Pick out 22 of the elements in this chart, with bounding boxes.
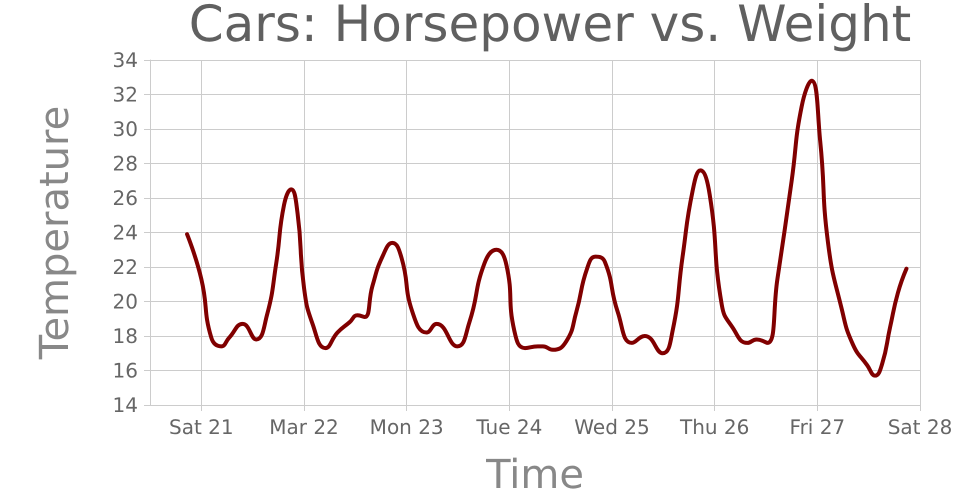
y-tick-label: 20 <box>112 290 138 314</box>
y-tick-label: 32 <box>112 82 138 106</box>
x-tick-label: Mon 23 <box>370 415 444 439</box>
y-tick-label: 14 <box>112 393 138 417</box>
x-tick-label: Tue 24 <box>475 415 542 439</box>
y-tick-label: 30 <box>112 117 138 141</box>
x-tick-label: Fri 27 <box>790 415 846 439</box>
x-axis-title: Time <box>485 452 584 498</box>
x-tick-label: Thu 26 <box>678 415 750 439</box>
y-tick-label: 28 <box>112 152 138 176</box>
x-tick-label: Wed 25 <box>574 415 650 439</box>
x-tick-label: Sat 21 <box>169 415 234 439</box>
x-tick-label: Mar 22 <box>269 415 339 439</box>
y-tick-label: 26 <box>112 186 138 210</box>
y-tick-label: 16 <box>112 358 138 382</box>
y-tick-label: 22 <box>112 255 138 279</box>
y-tick-label: 24 <box>112 220 138 244</box>
x-tick-label: Sat 28 <box>888 415 952 439</box>
y-axis-title: Temperature <box>32 106 78 360</box>
chart-title: Cars: Horsepower vs. Weight <box>188 0 912 53</box>
y-tick-label: 34 <box>112 48 138 72</box>
y-tick-label: 18 <box>112 324 138 348</box>
